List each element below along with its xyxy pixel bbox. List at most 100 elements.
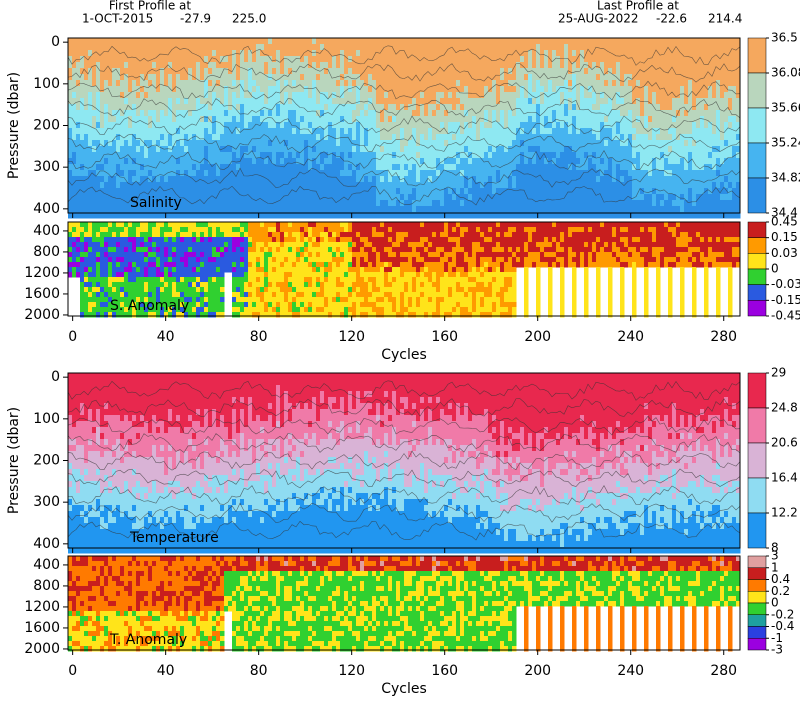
field-cell	[300, 104, 305, 111]
field-cell	[708, 122, 713, 129]
field-cell	[460, 128, 465, 135]
field-cell	[300, 92, 305, 99]
field-cell	[596, 194, 601, 201]
field-cell	[560, 44, 565, 51]
field-cell	[628, 194, 633, 201]
field-cell	[72, 128, 77, 135]
field-cell	[380, 62, 385, 69]
field-cell	[140, 212, 145, 219]
field-cell	[88, 86, 93, 93]
field-cell	[116, 56, 121, 63]
field-cell	[336, 188, 341, 195]
field-cell	[304, 212, 309, 219]
field-cell	[504, 176, 509, 183]
field-cell	[600, 134, 605, 141]
field-cell	[160, 176, 165, 183]
field-cell	[256, 206, 261, 213]
field-cell	[504, 170, 509, 177]
field-cell	[704, 152, 709, 159]
field-cell	[400, 134, 405, 141]
field-cell	[652, 164, 657, 171]
field-cell	[156, 56, 161, 63]
field-cell	[656, 98, 661, 105]
field-cell	[220, 80, 225, 87]
field-cell	[480, 164, 485, 171]
field-cell	[656, 74, 661, 81]
field-cell	[516, 62, 521, 69]
field-cell	[720, 68, 725, 75]
field-cell	[412, 134, 417, 141]
field-cell	[604, 200, 609, 207]
field-cell	[144, 98, 149, 105]
field-cell	[184, 74, 189, 81]
field-cell	[564, 200, 569, 207]
field-cell	[524, 62, 529, 69]
field-cell	[336, 182, 341, 189]
field-cell	[340, 188, 345, 195]
field-cell	[288, 62, 293, 69]
field-cell	[196, 206, 201, 213]
field-cell	[664, 194, 669, 201]
field-cell	[416, 152, 421, 159]
field-cell	[228, 62, 233, 69]
field-cell	[128, 182, 133, 189]
field-cell	[108, 74, 113, 81]
field-cell	[544, 134, 549, 141]
field-cell	[472, 68, 477, 75]
field-cell	[704, 194, 709, 201]
field-cell	[404, 176, 409, 183]
field-cell	[688, 122, 693, 129]
field-cell	[428, 194, 433, 201]
field-cell	[112, 98, 117, 105]
field-cell	[284, 104, 289, 111]
field-cell	[492, 80, 497, 87]
field-cell	[412, 206, 417, 213]
field-cell	[696, 188, 701, 195]
field-cell	[352, 152, 357, 159]
field-cell	[500, 200, 505, 207]
field-cell	[220, 74, 225, 81]
field-cell	[416, 116, 421, 123]
field-cell	[424, 164, 429, 171]
field-cell	[540, 80, 545, 87]
field-cell	[292, 86, 297, 93]
field-cell	[104, 80, 109, 87]
field-cell	[92, 68, 97, 75]
field-cell	[280, 170, 285, 177]
field-cell	[684, 170, 689, 177]
field-cell	[148, 128, 153, 135]
field-cell	[408, 212, 413, 219]
field-cell	[292, 50, 297, 57]
field-cell	[296, 92, 301, 99]
field-cell	[156, 110, 161, 117]
field-cell	[640, 212, 645, 219]
field-cell	[576, 92, 581, 99]
field-cell	[516, 104, 521, 111]
field-cell	[676, 62, 681, 69]
field-cell	[540, 86, 545, 93]
field-cell	[564, 68, 569, 75]
field-cell	[84, 122, 89, 129]
field-cell	[600, 44, 605, 51]
field-cell	[88, 116, 93, 123]
field-cell	[580, 116, 585, 123]
field-cell	[484, 74, 489, 81]
field-cell	[496, 182, 501, 189]
field-cell	[164, 74, 169, 81]
field-cell	[632, 92, 637, 99]
field-cell	[220, 194, 225, 201]
field-cell	[192, 152, 197, 159]
field-cell	[720, 170, 725, 177]
field-cell	[68, 200, 73, 207]
field-cell	[232, 98, 237, 105]
field-cell	[380, 122, 385, 129]
field-cell	[460, 182, 465, 189]
field-cell	[212, 146, 217, 153]
field-cell	[440, 116, 445, 123]
field-cell	[156, 86, 161, 93]
field-cell	[168, 176, 173, 183]
field-cell	[404, 110, 409, 117]
field-cell	[304, 44, 309, 51]
field-cell	[556, 200, 561, 207]
field-cell	[216, 62, 221, 69]
